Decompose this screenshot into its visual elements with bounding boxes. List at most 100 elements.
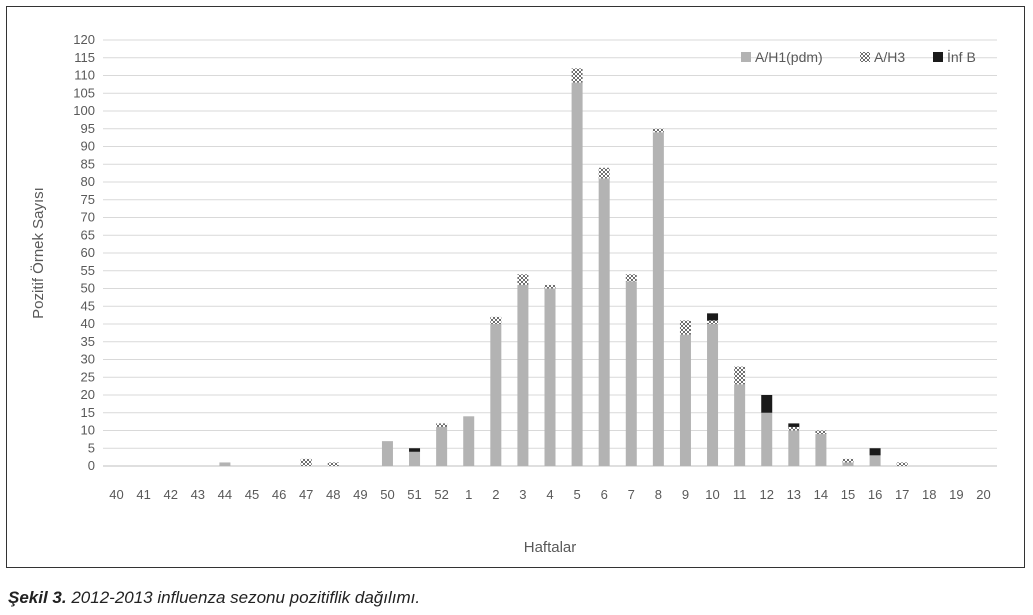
- caption-label: Şekil 3.: [8, 588, 67, 607]
- x-tick-label: 45: [245, 487, 259, 502]
- y-tick-label: 105: [73, 85, 95, 100]
- bar-a-h3: [598, 167, 610, 179]
- y-tick-label: 5: [88, 440, 95, 455]
- bar-a-h3: [815, 430, 827, 435]
- x-tick-label: 5: [573, 487, 580, 502]
- y-tick-label: 100: [73, 103, 95, 118]
- y-tick-label: 60: [81, 245, 95, 260]
- x-tick-label: 3: [519, 487, 526, 502]
- y-tick-label: 20: [81, 387, 95, 402]
- y-tick-label: 70: [81, 210, 95, 225]
- x-tick-label: 51: [407, 487, 421, 502]
- y-tick-label: 90: [81, 139, 95, 154]
- y-tick-label: 25: [81, 369, 95, 384]
- y-tick-label: 15: [81, 405, 95, 420]
- x-tick-label: 1: [465, 487, 472, 502]
- gridlines: [103, 39, 997, 467]
- x-tick-label: 4: [546, 487, 553, 502]
- x-tick-label: 47: [299, 487, 313, 502]
- x-tick-label: 10: [705, 487, 719, 502]
- x-axis-title: Haftalar: [524, 539, 577, 556]
- bar-a-h1pdm: [842, 462, 854, 466]
- x-tick-label: 48: [326, 487, 340, 502]
- bar-a-h1pdm: [463, 416, 475, 466]
- y-tick-label: 80: [81, 174, 95, 189]
- x-tick-label: 43: [191, 487, 205, 502]
- bar-inf-b: [761, 395, 773, 413]
- bar-a-h1pdm: [679, 334, 691, 466]
- bar-a-h1pdm: [544, 288, 556, 466]
- x-tick-label: 42: [163, 487, 177, 502]
- y-tick-label: 65: [81, 227, 95, 242]
- bar-a-h3: [490, 316, 502, 324]
- bar-inf-b: [788, 423, 800, 427]
- x-tick-label: 15: [841, 487, 855, 502]
- y-tick-label: 35: [81, 334, 95, 349]
- bar-inf-b: [707, 313, 719, 321]
- bar-a-h1pdm: [517, 284, 529, 466]
- bar-a-h1pdm: [409, 451, 421, 466]
- bar-a-h1pdm: [815, 434, 827, 466]
- bars: [219, 68, 908, 467]
- bar-a-h1pdm: [869, 455, 881, 466]
- bar-inf-b: [869, 448, 881, 456]
- y-tick-label: 30: [81, 352, 95, 367]
- y-axis-title: Pozitif Örnek Sayısı: [29, 187, 47, 319]
- bar-a-h1pdm: [381, 441, 393, 466]
- bar-a-h1pdm: [788, 430, 800, 466]
- x-tick-label: 18: [922, 487, 936, 502]
- bar-a-h1pdm: [734, 384, 746, 466]
- x-tick-label: 52: [434, 487, 448, 502]
- legend-label: A/H1(pdm): [755, 49, 823, 65]
- legend-swatch: [933, 52, 943, 62]
- y-tick-label: 10: [81, 423, 95, 438]
- x-tick-label: 6: [601, 487, 608, 502]
- y-tick-label: 85: [81, 156, 95, 171]
- y-tick-label: 75: [81, 192, 95, 207]
- x-tick-label: 17: [895, 487, 909, 502]
- bar-a-h3: [300, 458, 312, 466]
- y-tick-label: 50: [81, 281, 95, 296]
- bar-a-h1pdm: [436, 426, 448, 466]
- bar-a-h3: [842, 458, 854, 463]
- x-tick-label: 16: [868, 487, 882, 502]
- bar-a-h1pdm: [598, 178, 610, 466]
- x-tick-labels: 40 41 42 43 44 45 46 47 48 49 50 51 52 1 2 3 4 5 6 7 8 9 10 11 1…: [109, 487, 990, 502]
- bar-a-h3: [734, 366, 746, 385]
- bar-a-h1pdm: [219, 462, 231, 466]
- y-tick-labels: 0 5 10 15 20 25 30 35 40 45 50 55 60 65 70 75 80 85 90 95 10…: [73, 32, 95, 473]
- x-tick-label: 41: [136, 487, 150, 502]
- x-tick-label: 2: [492, 487, 499, 502]
- bar-a-h3: [652, 128, 664, 133]
- x-tick-label: 9: [682, 487, 689, 502]
- x-tick-label: 14: [814, 487, 828, 502]
- x-tick-label: 50: [380, 487, 394, 502]
- bar-a-h1pdm: [571, 82, 583, 466]
- bar-a-h3: [544, 284, 556, 289]
- x-tick-label: 49: [353, 487, 367, 502]
- figure-caption: Şekil 3. 2012-2013 influenza sezonu pozi…: [8, 588, 420, 608]
- x-tick-label: 13: [787, 487, 801, 502]
- y-tick-label: 0: [88, 458, 95, 473]
- bar-inf-b: [409, 448, 421, 452]
- bar-a-h1pdm: [625, 281, 637, 466]
- x-tick-label: 44: [218, 487, 232, 502]
- y-tick-label: 45: [81, 298, 95, 313]
- x-tick-label: 20: [976, 487, 990, 502]
- x-tick-label: 40: [109, 487, 123, 502]
- bar-a-h3: [707, 320, 719, 324]
- bar-a-h1pdm: [652, 132, 664, 467]
- x-tick-label: 11: [733, 487, 747, 502]
- bar-a-h3: [625, 274, 637, 282]
- bar-a-h1pdm: [707, 324, 719, 466]
- bar-a-h1pdm: [761, 412, 773, 466]
- x-tick-label: 7: [628, 487, 635, 502]
- chart-frame: 0 5 10 15 20 25 30 35 40 45 50 55 60 65 70 75 80 85 90 95 10…: [6, 6, 1025, 568]
- bar-a-h3: [436, 423, 448, 427]
- caption-text: 2012-2013 influenza sezonu pozitiflik da…: [71, 588, 421, 607]
- legend-label: İnf B: [947, 48, 976, 65]
- legend-swatch: [860, 52, 870, 62]
- bar-a-h3: [896, 462, 908, 466]
- x-tick-label: 46: [272, 487, 286, 502]
- legend: A/H1(pdm) A/H3 İnf B: [741, 48, 976, 65]
